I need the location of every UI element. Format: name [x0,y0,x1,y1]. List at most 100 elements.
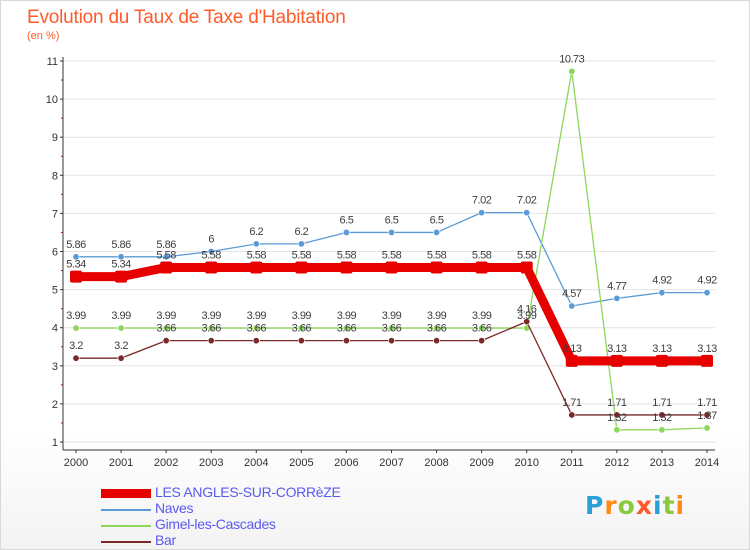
series-point [207,337,215,345]
logo-letter: P [585,491,605,520]
series-point [72,253,80,261]
data-label: 6.2 [294,226,308,238]
series-point [387,337,395,345]
series-point [613,426,621,434]
series-point [252,337,260,345]
series-point [385,261,398,274]
legend-label: Bar [155,532,176,548]
data-label: 5.58 [472,250,492,262]
x-tick-label: 2006 [334,457,358,469]
data-label: 5.58 [202,250,222,262]
series-point [250,261,263,274]
legend-label: Gimel-les-Cascades [155,516,276,532]
y-tick-label: 4 [52,323,58,335]
series-point [297,324,305,332]
legend-item: LES ANGLES-SUR-CORRèZE [101,484,401,501]
x-tick-label: 2009 [469,457,493,469]
grid-layer [63,60,715,443]
series-point [72,324,80,332]
series-point [568,302,576,310]
series-point [117,324,125,332]
data-label: 1.37 [697,410,717,422]
y-tick-label: 11 [47,56,58,68]
series-point [207,248,215,256]
chart-title: Evolution du Taux de Taxe d'Habitation [27,7,346,28]
series-point [433,228,441,236]
series-point [72,354,80,362]
data-label: 3.13 [607,343,627,355]
data-label: 3.66 [247,323,267,335]
x-tick-label: 2003 [199,457,223,469]
x-tick-label: 2014 [695,457,719,469]
data-label: 4.92 [652,275,672,287]
series-point [520,261,533,274]
series-point [478,209,486,217]
series-point [342,228,350,236]
series-point [162,253,170,261]
series-point [252,240,260,248]
x-tick-label: 2008 [424,457,448,469]
series-point [703,411,711,419]
data-label: 3.99 [337,310,357,322]
series-point [523,318,531,326]
series-point [70,270,82,283]
series-point [701,354,713,367]
logo-letter: r [604,491,618,520]
legend-swatch [101,525,151,527]
label-layer: 5.34 5.34 5.58 5.58 5.58 5.58 5.58 5.58 5.58 5.58… [66,53,717,424]
data-label: 1.71 [697,397,717,409]
data-label: 3.99 [247,310,267,322]
series-point [478,324,486,332]
data-label: 3.2 [69,340,83,352]
legend-label: Naves [155,500,194,516]
series-point [160,261,173,274]
data-label: 5.58 [427,250,447,262]
series-point [523,209,531,217]
data-label: 5.58 [517,250,537,262]
series-point [655,354,668,367]
data-label: 4.16 [517,304,537,316]
data-label: 3.66 [292,323,312,335]
y-tick-label: 1 [52,437,58,449]
legend-item: Gimel-les-Cascades [101,516,401,533]
x-tick-label: 2002 [154,457,178,469]
logo-letter: o [617,491,636,520]
x-tick-label: 2007 [379,457,403,469]
data-label: 3.99 [472,310,492,322]
y-tick-label: 10 [46,94,58,106]
y-tick-label: 2 [52,399,58,411]
axis-layer: 1 2 3 4 5 6 7 8 9 10 11 2000 2001 2002 2003 2004 2005 200… [46,56,719,469]
proxiti-logo: Proxiti [585,491,685,520]
data-label: 3.99 [202,310,222,322]
data-label: 4.92 [697,275,717,287]
series-point [568,67,576,75]
y-tick-label: 6 [52,247,58,259]
legend-swatch [101,541,151,543]
logo-letter: t [662,491,676,520]
series-point [342,324,350,332]
data-label: 6 [208,234,214,246]
data-label: 1.71 [607,397,627,409]
data-label: 3.66 [202,323,222,335]
data-label: 7.02 [472,195,492,207]
data-label: 3.66 [382,323,402,335]
data-label: 5.86 [66,239,86,251]
x-tick-label: 2011 [560,457,584,469]
x-tick-label: 2012 [605,457,629,469]
data-label: 7.02 [517,195,537,207]
data-label: 5.58 [292,250,312,262]
series-point [565,354,578,367]
data-label: 4.77 [607,280,627,292]
x-tick-label: 2001 [109,457,133,469]
series-point [252,324,260,332]
series-point [703,289,711,297]
series-point [568,411,576,419]
legend-item: Naves [101,500,401,517]
data-label: 5.58 [382,250,402,262]
chart-unit: (en %) [27,30,60,42]
data-label: 5.58 [337,250,357,262]
data-label: 3.66 [472,323,492,335]
data-label: 3.99 [111,310,131,322]
legend-item: Bar [101,532,401,549]
